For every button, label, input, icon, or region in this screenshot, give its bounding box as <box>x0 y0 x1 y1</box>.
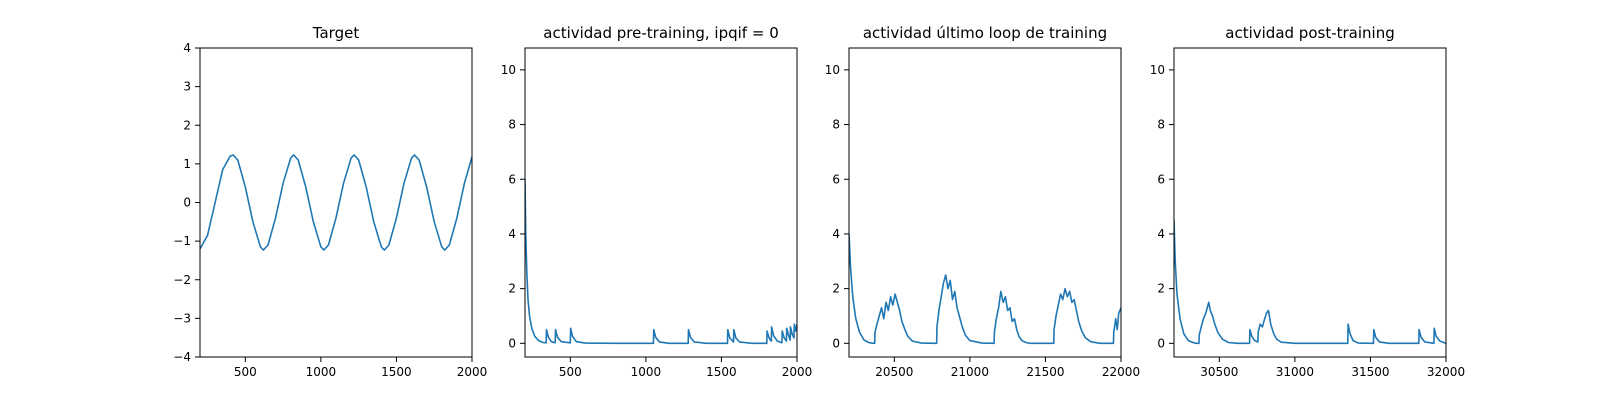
plot-frame <box>1173 47 1447 358</box>
x-tick-label: 1500 <box>706 365 737 379</box>
x-tick-label: 31000 <box>1276 365 1314 379</box>
chart-panel-1: Target 500 1000 1500 2000 −4 −3 −2 −1 0 1 2 3 4 <box>173 24 487 379</box>
x-tick-label: 1000 <box>306 365 337 379</box>
chart-panel-2: actividad pre-training, ipqif = 0 500 1000… <box>501 24 813 379</box>
series-line <box>525 179 797 345</box>
y-tick-label: 8 <box>1157 118 1165 132</box>
y-tick-label: −3 <box>173 311 191 325</box>
x-tick-label: 1500 <box>381 365 412 379</box>
chart-title: actividad post-training <box>1225 24 1394 42</box>
x-tick-label: 21500 <box>1026 365 1064 379</box>
y-tick-label: 6 <box>1157 172 1165 186</box>
y-tick-label: 0 <box>508 336 516 350</box>
chart-title: actividad último loop de training <box>863 24 1107 42</box>
series-line <box>849 233 1121 345</box>
y-tick-label: 2 <box>183 118 191 132</box>
y-tick-label: 2 <box>1157 282 1165 296</box>
plot-frame <box>848 47 1122 358</box>
x-tick-label: 2000 <box>457 365 488 379</box>
x-tick-label: 21000 <box>951 365 989 379</box>
y-tick-label: 3 <box>183 80 191 94</box>
y-tick-label: 10 <box>501 63 516 77</box>
y-tick-label: 0 <box>832 336 840 350</box>
y-tick-label: 10 <box>825 63 840 77</box>
chart-title: Target <box>312 24 360 42</box>
chart-panel-4: actividad post-training 30500 31000 31500 32… <box>1150 24 1465 379</box>
x-tick-label: 30500 <box>1200 365 1238 379</box>
y-tick-label: 4 <box>1157 227 1165 241</box>
chart-title: actividad pre-training, ipqif = 0 <box>543 24 779 42</box>
x-tick-label: 500 <box>559 365 582 379</box>
x-tick-label: 32000 <box>1427 365 1465 379</box>
y-tick-label: 10 <box>1150 63 1165 77</box>
series-line <box>200 154 472 251</box>
y-tick-label: 2 <box>508 282 516 296</box>
y-tick-label: 8 <box>832 118 840 132</box>
x-tick-label: 22000 <box>1102 365 1140 379</box>
plot-frame <box>199 47 473 358</box>
y-tick-label: 0 <box>1157 336 1165 350</box>
plot-frame <box>524 47 798 358</box>
y-tick-label: 0 <box>183 196 191 210</box>
y-tick-label: 4 <box>183 41 191 55</box>
x-tick-label: 500 <box>234 365 257 379</box>
y-tick-label: 4 <box>832 227 840 241</box>
x-tick-label: 20500 <box>875 365 913 379</box>
series-line <box>1174 220 1446 345</box>
x-tick-label: 31500 <box>1351 365 1389 379</box>
x-tick-label: 2000 <box>782 365 813 379</box>
y-tick-label: 2 <box>832 282 840 296</box>
x-tick-label: 1000 <box>631 365 662 379</box>
y-tick-label: −2 <box>173 273 191 287</box>
y-tick-label: 8 <box>508 118 516 132</box>
y-tick-label: 4 <box>508 227 516 241</box>
y-tick-label: 1 <box>183 157 191 171</box>
y-tick-label: 6 <box>832 172 840 186</box>
y-tick-label: 6 <box>508 172 516 186</box>
y-tick-label: −4 <box>173 350 191 364</box>
y-tick-label: −1 <box>173 234 191 248</box>
